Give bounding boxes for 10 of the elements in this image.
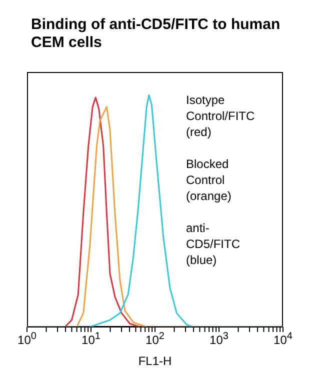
- annotation: Blocked Control (orange): [186, 156, 232, 204]
- annotation: anti-CD5/FITC (blue): [186, 220, 241, 268]
- x-tick-label: 10$^{4}$: [274, 330, 293, 347]
- x-tick-label: 10$^{0}$: [18, 330, 37, 347]
- annotation: Isotype Control/FITC (red): [186, 92, 256, 140]
- x-tick-label: 10$^{1}$: [82, 330, 101, 347]
- chart-title: Binding of anti-CD5/FITC to human CEM cells: [31, 16, 281, 52]
- x-tick-label: 10$^{2}$: [146, 330, 165, 347]
- x-tick-label: 10$^{3}$: [210, 330, 229, 347]
- x-axis-title: FL1-H: [137, 354, 173, 368]
